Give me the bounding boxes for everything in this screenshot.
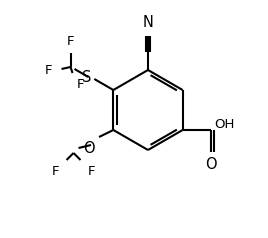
Text: N: N (143, 15, 154, 30)
Text: F: F (45, 64, 53, 78)
Text: F: F (67, 35, 74, 48)
Text: F: F (77, 78, 84, 91)
Text: S: S (82, 69, 91, 84)
Text: F: F (88, 165, 95, 178)
Text: O: O (205, 157, 217, 172)
Text: O: O (83, 141, 95, 156)
Text: OH: OH (215, 119, 235, 132)
Text: F: F (52, 165, 59, 178)
